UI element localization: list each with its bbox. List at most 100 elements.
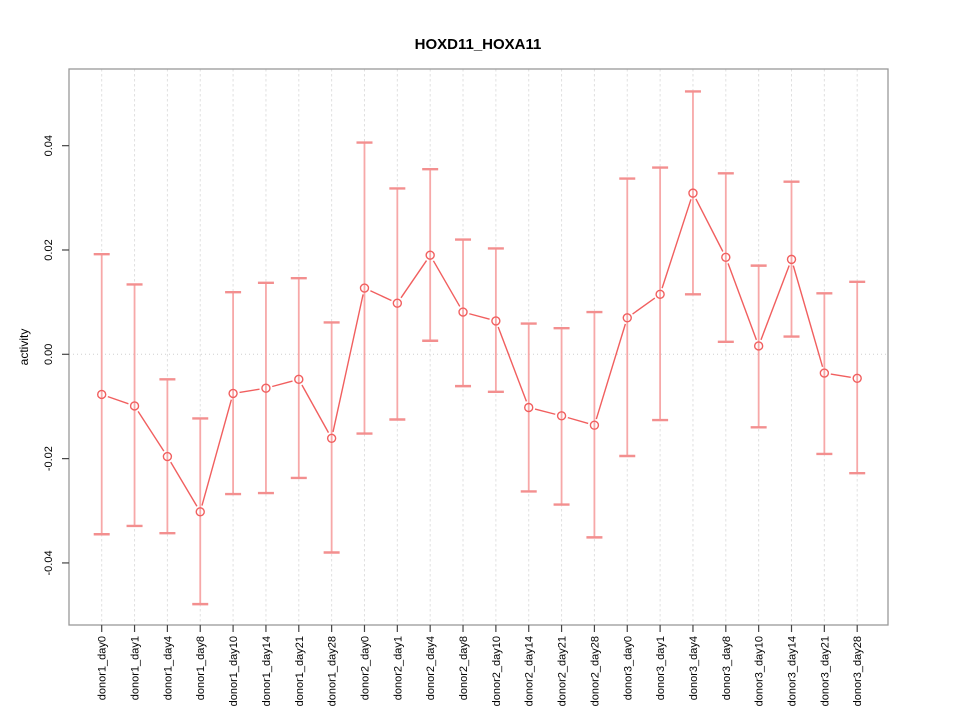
x-tick-label: donor1_day0 xyxy=(97,636,109,700)
series-segment xyxy=(201,399,233,506)
data-point xyxy=(359,283,370,293)
error-bar xyxy=(553,327,570,506)
error-bar xyxy=(225,291,242,496)
x-tick-label: donor2_day14 xyxy=(524,636,536,706)
data-point xyxy=(852,373,862,383)
y-tick-label: 0.02 xyxy=(43,239,55,260)
data-point xyxy=(326,433,337,443)
error-bar xyxy=(520,322,537,493)
error-bar xyxy=(290,276,307,480)
series-segment xyxy=(272,380,293,388)
x-tick-label: donor3_day8 xyxy=(721,636,733,700)
series-segment xyxy=(727,263,758,341)
series-segment xyxy=(332,294,364,433)
axes-layer: -0.04 -0.02 0.00 0.02 0.04 donor1_day0 donor1_… xyxy=(43,68,889,706)
series-segment xyxy=(370,290,392,302)
series-segment xyxy=(792,265,824,368)
error-bar xyxy=(257,281,274,495)
y-tick-label: 0.00 xyxy=(43,344,55,365)
x-tick-label: donor1_day14 xyxy=(261,636,273,706)
series-segment xyxy=(301,384,330,433)
error-bar xyxy=(586,310,603,539)
series-segment xyxy=(497,326,528,402)
x-tick-label: donor1_day1 xyxy=(130,636,142,700)
series-segment xyxy=(595,323,627,420)
error-bar xyxy=(652,166,669,422)
error-bar xyxy=(93,252,110,536)
error-bar xyxy=(323,321,340,554)
data-point xyxy=(786,254,797,265)
series-segment xyxy=(534,408,556,415)
data-point xyxy=(392,298,403,308)
x-tick-label: donor2_day1 xyxy=(392,636,404,700)
data-point xyxy=(524,402,534,413)
x-tick-label: donor1_day10 xyxy=(228,636,240,706)
error-bar xyxy=(717,172,734,343)
x-tick-label: donor3_day21 xyxy=(819,636,831,706)
x-tick-label: donor3_day4 xyxy=(688,636,700,700)
series-segment xyxy=(137,411,165,452)
series-segment xyxy=(469,313,490,320)
error-bar xyxy=(849,280,866,475)
grid-layer xyxy=(69,69,888,625)
series-segment xyxy=(632,297,656,315)
data-point xyxy=(458,307,468,317)
data-point xyxy=(491,316,501,326)
y-tick-label: -0.02 xyxy=(43,446,55,471)
data-point xyxy=(589,420,600,430)
data-point xyxy=(96,389,107,400)
data-point xyxy=(556,411,567,421)
chart-title: HOXD11_HOXA11 xyxy=(415,36,542,53)
x-tick-label: donor2_day10 xyxy=(491,636,503,706)
x-tick-label: donor2_day28 xyxy=(589,636,601,706)
series-segment xyxy=(760,265,790,341)
data-series-layer xyxy=(93,90,866,606)
series-segment xyxy=(107,395,129,405)
series-segment xyxy=(695,198,724,252)
data-point xyxy=(425,250,435,260)
x-tick-label: donor3_day14 xyxy=(787,636,799,706)
error-bar xyxy=(487,247,504,394)
error-bar xyxy=(750,264,767,429)
error-bar xyxy=(159,378,176,535)
data-point xyxy=(162,451,173,462)
data-point xyxy=(129,401,140,411)
error-bar xyxy=(684,90,701,296)
x-tick-label: donor2_day8 xyxy=(458,636,470,700)
series-segment xyxy=(830,373,851,378)
data-point xyxy=(228,388,238,399)
error-bar xyxy=(126,283,143,528)
series-segment xyxy=(567,416,589,425)
x-tick-label: donor3_day28 xyxy=(852,636,864,706)
y-tick-label: -0.04 xyxy=(43,550,55,575)
data-point xyxy=(261,383,271,393)
data-point xyxy=(688,188,698,198)
error-bar xyxy=(192,417,209,606)
series-segment xyxy=(661,199,692,289)
error-bar xyxy=(455,238,472,388)
plot-border xyxy=(68,68,889,626)
x-tick-label: donor1_day28 xyxy=(327,636,339,706)
x-tick-label: donor3_day10 xyxy=(754,636,766,706)
x-tick-label: donor2_day4 xyxy=(425,636,437,700)
error-bar xyxy=(619,177,636,458)
x-tick-label: donor2_day0 xyxy=(359,636,371,700)
data-point xyxy=(753,341,764,351)
x-tick-label: donor3_day1 xyxy=(655,636,667,700)
series-segment xyxy=(239,388,260,394)
x-tick-label: donor3_day0 xyxy=(622,636,634,700)
data-point xyxy=(195,507,205,517)
error-bar xyxy=(816,292,833,456)
series-segment xyxy=(432,260,461,307)
error-bar xyxy=(422,167,439,342)
y-axis-label: activity xyxy=(17,329,31,366)
error-bar xyxy=(389,187,406,421)
data-point xyxy=(655,289,665,300)
x-tick-label: donor1_day8 xyxy=(195,636,207,700)
data-point xyxy=(622,313,632,323)
x-tick-label: donor2_day21 xyxy=(557,636,569,706)
y-tick-label: 0.04 xyxy=(43,135,55,156)
series-segment xyxy=(170,461,198,507)
